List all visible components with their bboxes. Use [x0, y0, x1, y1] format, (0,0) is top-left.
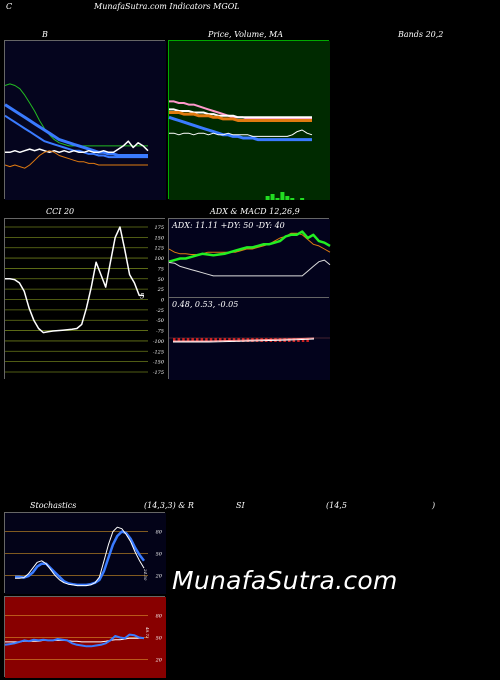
bb-series-line-3 — [5, 140, 149, 154]
cci-tick-label: 175 — [154, 225, 164, 231]
rsi-tick-label: 20 — [155, 657, 163, 663]
rsi-line — [4, 633, 145, 648]
header-c: C — [6, 2, 13, 11]
label-price-ma: Price, Volume, MA — [208, 30, 284, 39]
cci-tick-label: -125 — [153, 349, 164, 355]
bb-series-line-2 — [4, 114, 148, 159]
cci-tick-label: -75 — [156, 329, 164, 335]
cci-last-value: 5 — [140, 292, 145, 300]
macd-histogram-bar — [191, 338, 194, 342]
macd-svg — [169, 298, 330, 380]
stoch-tick-label: 20 — [155, 573, 163, 579]
macd-histogram-bar — [200, 338, 204, 342]
pv-svg — [168, 41, 330, 200]
label-si: SI — [236, 501, 245, 510]
cci-tick-label: 75 — [158, 266, 164, 272]
pv-series-line-4 — [169, 129, 313, 137]
macd-line — [173, 338, 315, 343]
label-b: B — [42, 30, 48, 39]
rsi-svg: 80 50 20 48.72 — [4, 597, 166, 678]
cci-tick-label: -175 — [153, 370, 164, 376]
macd-histogram-bar — [301, 338, 305, 342]
cci-tick-label: 100 — [154, 256, 164, 262]
rsi-tick-label: 80 — [156, 614, 163, 620]
cci-tick-label: 0 — [161, 298, 165, 304]
label-stoch-params: (14,3,3) & R — [144, 501, 194, 510]
macd-histogram-bar — [182, 338, 185, 342]
pv-series-line-3 — [168, 115, 312, 142]
cci-tick-label: 150 — [154, 235, 164, 241]
stoch-svg: 80 50 20 24.50 — [5, 513, 166, 594]
label-cci: CCI 20 — [46, 207, 75, 216]
macd-histogram-bar — [186, 338, 190, 342]
header-title: MunafaSutra.com Indicators MGOL — [94, 2, 240, 11]
stoch-panel: 80 50 20 24.50 — [4, 512, 166, 594]
stoch-tick-label: 80 — [156, 530, 163, 536]
cci-tick-label: -150 — [153, 360, 165, 366]
rsi-value-label: 48.72 — [145, 626, 150, 639]
bb-panel — [4, 40, 166, 200]
label-paren: ) — [432, 501, 436, 510]
macd-histogram-bar — [219, 338, 222, 342]
cci-tick-label: -50 — [156, 318, 165, 324]
stoch-value-label: 24.50 — [143, 568, 148, 581]
volume-bar — [285, 196, 290, 200]
stoch-d-line — [15, 530, 145, 587]
adx-plus-di-line — [168, 230, 331, 263]
macd-histogram-bar — [209, 338, 213, 342]
macd-histogram-bar — [173, 338, 176, 342]
macd-values: 0.48, 0.53, -0.05 — [172, 300, 239, 309]
volume-bar — [290, 198, 295, 200]
macd-signal-line — [173, 337, 315, 342]
adx-svg — [168, 219, 331, 298]
bb-svg — [4, 41, 166, 200]
rsi-panel: 80 50 20 48.72 — [4, 596, 166, 678]
cci-line — [5, 226, 144, 334]
adx-line — [168, 259, 331, 277]
bb-series-line-1 — [4, 103, 148, 157]
cci-tick-label: -25 — [156, 308, 164, 314]
pv-series-line-1 — [169, 108, 312, 119]
macd-histogram-bar — [205, 338, 208, 342]
cci-tick-label: -100 — [153, 339, 165, 345]
volume-bar — [300, 198, 305, 200]
cci-svg: 175 150 125 100 75 50 25 0 -25 -50 -75 -100 -125 -150… — [5, 219, 166, 380]
stoch-k-line — [15, 526, 145, 587]
volume-bar — [270, 194, 275, 200]
macd-histogram-bar — [306, 338, 309, 342]
macd-histogram-bar — [214, 338, 217, 342]
panel-background — [169, 219, 330, 298]
volume-bar — [280, 192, 285, 200]
adx-panel: ADX: 11.11 +DY: 50 -DY: 40 — [168, 218, 331, 298]
volume-bar — [265, 196, 270, 200]
cci-tick-label: 125 — [154, 246, 164, 252]
label-bands: Bands 20,2 — [398, 30, 444, 39]
pv-panel — [168, 40, 330, 200]
label-rsi-params: (14,5 — [326, 501, 347, 510]
macd-histogram-bar — [223, 338, 227, 342]
rsi-tick-label: 50 — [156, 636, 163, 642]
macd-panel: 0.48, 0.53, -0.05 — [168, 297, 330, 380]
cci-panel: 175 150 125 100 75 50 25 0 -25 -50 -75 -100 -125 -150… — [4, 218, 166, 380]
stoch-tick-label: 50 — [156, 552, 163, 558]
cci-tick-label: 50 — [158, 277, 165, 283]
macd-histogram-bar — [177, 338, 181, 342]
bb-series-line-4 — [4, 150, 148, 169]
adx-values: ADX: 11.11 +DY: 50 -DY: 40 — [172, 221, 285, 230]
cci-tick-label: 25 — [157, 287, 164, 293]
label-stoch: Stochastics — [30, 501, 77, 510]
label-adx-macd: ADX & MACD 12,26,9 — [210, 207, 300, 216]
macd-histogram-bar — [196, 338, 199, 342]
watermark: MunafaSutra.com — [172, 566, 398, 595]
pv-series-line-2 — [169, 111, 312, 122]
volume-bar — [275, 198, 280, 200]
